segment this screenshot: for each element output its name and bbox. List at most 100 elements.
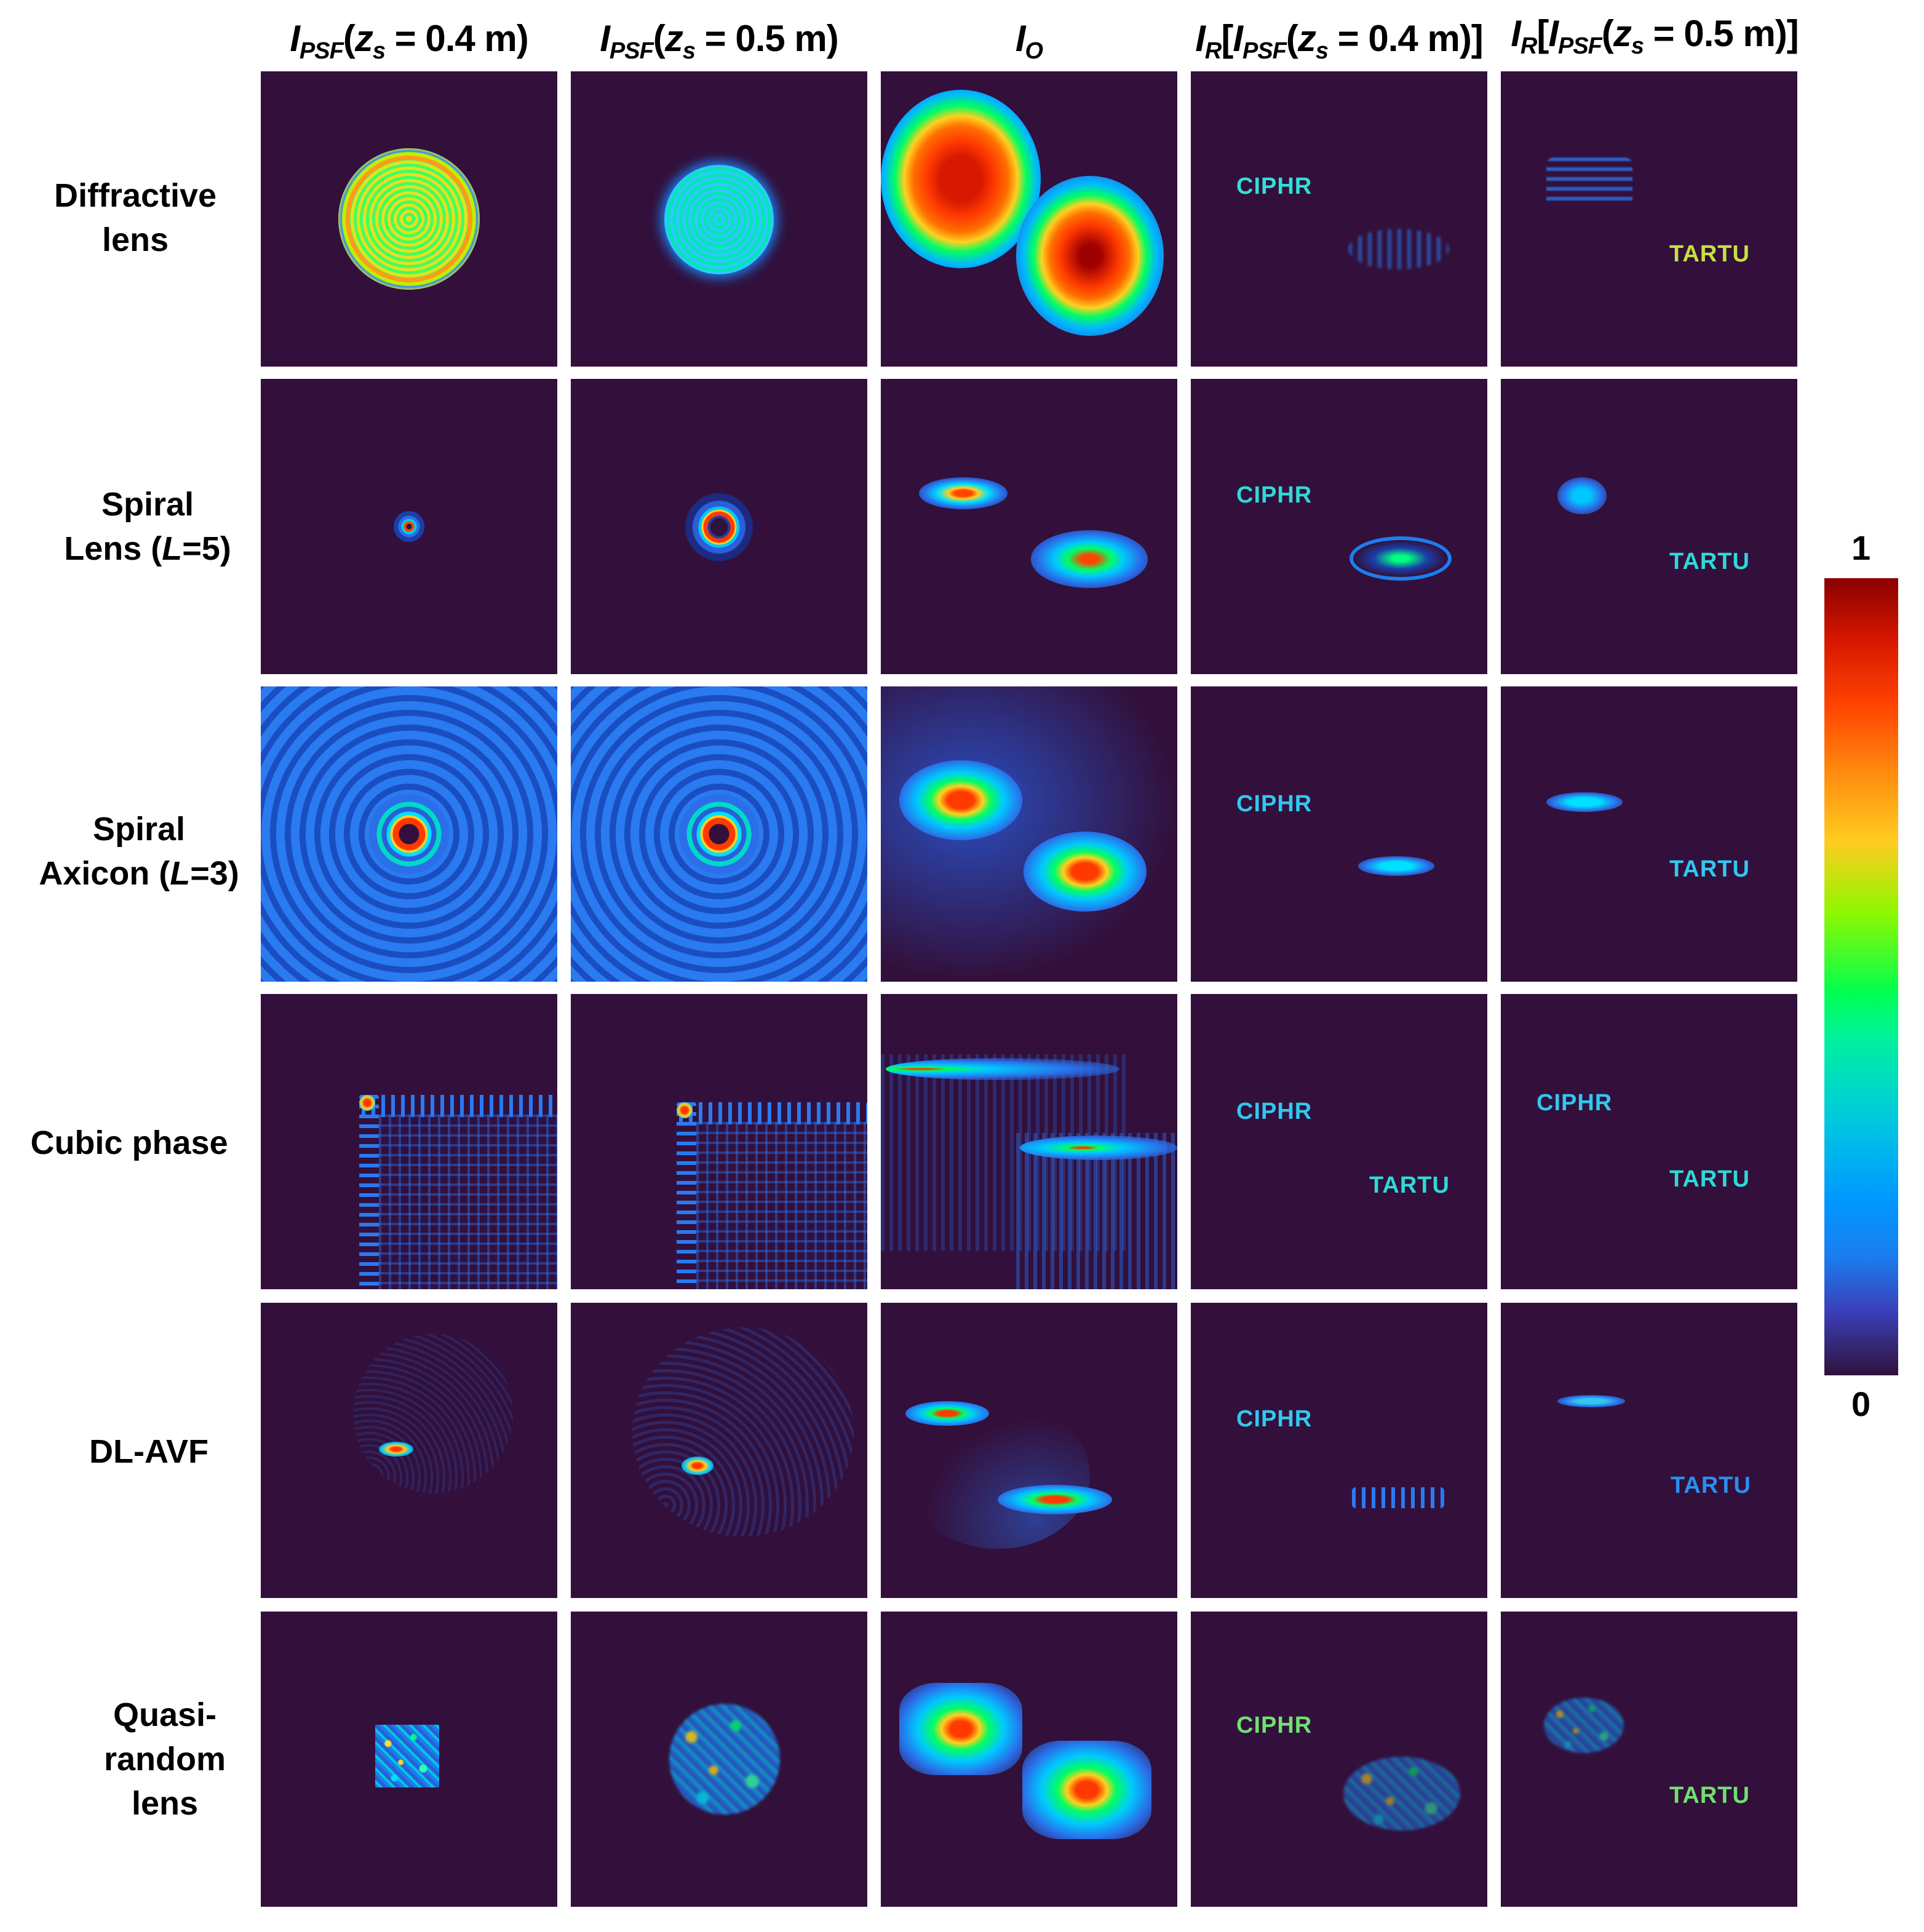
label-param: L xyxy=(170,855,191,892)
label-text: =5) xyxy=(182,530,231,567)
panel-spiral-lens-psf-0.4 xyxy=(261,379,557,674)
bracket: [ xyxy=(1221,18,1233,59)
object-text-ciphr: CIPHR xyxy=(1236,1406,1313,1432)
colorbar xyxy=(1824,578,1898,1375)
panel-dlavf-recon-0.5: TARTU xyxy=(1501,1303,1797,1598)
panel-cubic-object xyxy=(881,994,1177,1289)
subscript: O xyxy=(1025,38,1044,64)
object-text-ciphr: CIPHR xyxy=(1236,1712,1313,1738)
label-param: L xyxy=(162,530,183,567)
column-header-recon-0.4: IR[IPSF(zs = 0.4 m)] xyxy=(1169,17,1509,73)
panel-diffractive-object xyxy=(881,71,1177,367)
row-label-line: DL-AVF xyxy=(89,1433,209,1470)
row-label-line: Diffractive xyxy=(54,177,217,214)
label-text: Lens ( xyxy=(64,530,162,567)
row-label-diffractive-lens: Diffractive lens xyxy=(0,173,271,262)
column-header-psf-0.4: IPSF(zs = 0.4 m) xyxy=(261,17,557,73)
row-label-line: Quasi- xyxy=(113,1696,217,1733)
subscript: R xyxy=(1520,33,1537,59)
symbol: I xyxy=(1233,18,1243,59)
column-header-recon-0.5: IR[IPSF(zs = 0.5 m)] xyxy=(1489,12,1821,68)
object-text-tartu: TARTU xyxy=(1669,1166,1750,1192)
panel-diffractive-psf-0.4 xyxy=(261,71,557,367)
panel-spiral-axicon-psf-0.5 xyxy=(571,686,867,982)
subscript: PSF xyxy=(1242,38,1287,64)
panel-quasi-random-recon-0.5: TARTU xyxy=(1501,1612,1797,1907)
header-rest: = 0.4 m) xyxy=(384,18,529,59)
subscript: PSF xyxy=(1557,33,1602,59)
row-label-line: lens xyxy=(101,221,169,258)
panel-cubic-psf-0.4 xyxy=(261,994,557,1289)
panel-spiral-axicon-object xyxy=(881,686,1177,982)
row-label-line: Axicon (L=3) xyxy=(4,851,274,896)
row-label-line: Spiral xyxy=(101,486,194,523)
symbol: I xyxy=(1015,18,1026,59)
row-label-line: Spiral xyxy=(92,811,186,848)
panel-spiral-axicon-recon-0.4: CIPHR xyxy=(1191,686,1487,982)
panel-quasi-random-psf-0.5 xyxy=(571,1612,867,1907)
row-label-line: random xyxy=(103,1741,226,1778)
panel-quasi-random-psf-0.4 xyxy=(261,1612,557,1907)
paren: ( xyxy=(1601,13,1614,54)
panel-quasi-random-object xyxy=(881,1612,1177,1907)
panel-spiral-lens-recon-0.5: TARTU xyxy=(1501,379,1797,674)
symbol: I xyxy=(600,18,610,59)
panel-spiral-lens-object xyxy=(881,379,1177,674)
object-text-tartu: TARTU xyxy=(1669,549,1750,574)
panel-quasi-random-recon-0.4: CIPHR xyxy=(1191,1612,1487,1907)
subscript: PSF xyxy=(299,38,344,64)
panel-spiral-axicon-recon-0.5: TARTU xyxy=(1501,686,1797,982)
subscript: s xyxy=(1631,33,1644,59)
row-label-line: lens xyxy=(131,1785,199,1822)
symbol: z xyxy=(354,18,373,59)
object-text-tartu: TARTU xyxy=(1669,1783,1750,1808)
panel-cubic-recon-0.4: CIPHR TARTU xyxy=(1191,994,1487,1289)
panel-spiral-axicon-psf-0.4 xyxy=(261,686,557,982)
column-header-psf-0.5: IPSF(zs = 0.5 m) xyxy=(571,17,867,73)
panel-dlavf-psf-0.5 xyxy=(571,1303,867,1598)
header-rest: = 0.4 m)] xyxy=(1328,18,1484,59)
object-text-tartu: TARTU xyxy=(1369,1172,1450,1198)
object-text-ciphr: CIPHR xyxy=(1236,173,1313,199)
panel-diffractive-recon-0.4: CIPHR xyxy=(1191,71,1487,367)
symbol: I xyxy=(290,18,300,59)
object-text-tartu: TARTU xyxy=(1671,1473,1751,1498)
subscript: PSF xyxy=(609,38,654,64)
row-label-line: Lens (L=5) xyxy=(12,527,283,571)
object-text-tartu: TARTU xyxy=(1669,241,1750,267)
panel-dlavf-object xyxy=(881,1303,1177,1598)
object-text-ciphr: CIPHR xyxy=(1536,1090,1613,1116)
symbol: z xyxy=(1297,18,1316,59)
panel-diffractive-recon-0.5: TARTU xyxy=(1501,71,1797,367)
symbol: I xyxy=(1548,13,1559,54)
row-label-spiral-axicon: Spiral Axicon (L=3) xyxy=(4,807,274,896)
symbol: z xyxy=(664,18,683,59)
symbol: I xyxy=(1511,13,1521,54)
symbol: I xyxy=(1195,18,1206,59)
panel-spiral-lens-recon-0.4: CIPHR xyxy=(1191,379,1487,674)
panel-diffractive-psf-0.5 xyxy=(571,71,867,367)
subscript: s xyxy=(682,38,696,64)
header-rest: = 0.5 m)] xyxy=(1644,13,1799,54)
label-text: Axicon ( xyxy=(39,855,170,892)
colorbar-max-label: 1 xyxy=(1851,528,1871,567)
subscript: s xyxy=(372,38,386,64)
panel-dlavf-recon-0.4: CIPHR xyxy=(1191,1303,1487,1598)
symbol: z xyxy=(1613,13,1632,54)
bracket: [ xyxy=(1536,13,1549,54)
subscript: R xyxy=(1204,38,1222,64)
paren: ( xyxy=(653,18,666,59)
object-text-ciphr: CIPHR xyxy=(1236,1099,1313,1124)
paren: ( xyxy=(343,18,356,59)
label-text: =3) xyxy=(190,855,239,892)
object-text-ciphr: CIPHR xyxy=(1236,482,1313,508)
column-header-object: IO xyxy=(881,17,1177,73)
panel-cubic-psf-0.5 xyxy=(571,994,867,1289)
colorbar-min-label: 0 xyxy=(1851,1385,1871,1423)
row-label-line: Cubic phase xyxy=(30,1124,228,1161)
paren: ( xyxy=(1286,18,1298,59)
object-text-ciphr: CIPHR xyxy=(1236,791,1313,817)
subscript: s xyxy=(1315,38,1329,64)
row-label-quasi-random-lens: Quasi- random lens xyxy=(30,1693,300,1826)
object-text-tartu: TARTU xyxy=(1669,856,1750,882)
